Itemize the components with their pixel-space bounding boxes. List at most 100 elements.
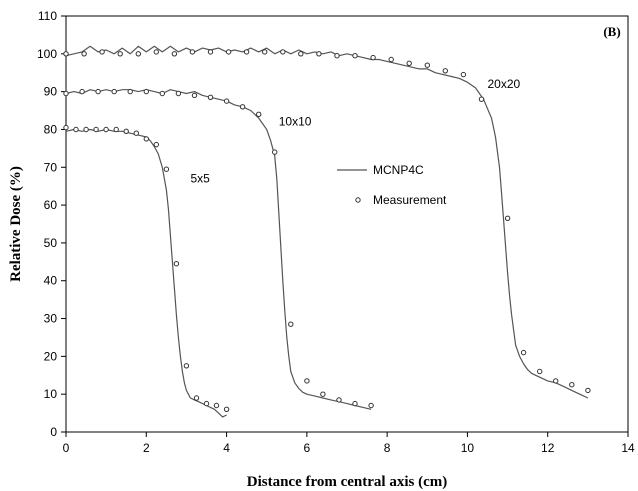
- y-tick-label: 50: [44, 236, 58, 250]
- measurement-point-20x20: [135, 51, 142, 57]
- measurement-point-20x20: [171, 51, 178, 57]
- measurement-point-5x5: [113, 126, 119, 133]
- measurement-point-10x10: [256, 111, 262, 118]
- measurement-point-10x10: [320, 391, 326, 397]
- measurement-point-5x5: [143, 136, 150, 142]
- measurement-point-10x10: [336, 397, 342, 403]
- x-tick-label: 14: [621, 441, 635, 455]
- annotation-label: 5x5: [190, 171, 210, 185]
- y-axis: 0 10 20 30 40 50 60 70 80 90 100 110: [37, 9, 66, 439]
- y-axis-title: Relative Dose (%): [8, 166, 24, 282]
- measurement-point-10x10: [95, 88, 101, 95]
- measurement-point-20x20: [406, 60, 412, 66]
- y-tick-label: 100: [37, 47, 57, 61]
- measurement-point-20x20: [478, 96, 485, 102]
- measurement-point-20x20: [370, 54, 376, 61]
- series-line-5x5: [65, 128, 227, 418]
- y-tick-label: 0: [50, 425, 57, 439]
- measurement-point-20x20: [388, 56, 394, 63]
- y-tick-label: 60: [44, 198, 58, 212]
- measurement-point-20x20: [81, 51, 87, 57]
- y-tick-label: 10: [44, 387, 58, 401]
- measurement-point-10x10: [223, 98, 230, 104]
- measurement-point-20x20: [99, 49, 105, 55]
- measurement-point-10x10: [352, 400, 358, 407]
- measurement-point-10x10: [127, 88, 133, 95]
- measurement-point-20x20: [460, 71, 467, 78]
- y-tick-label: 40: [44, 274, 58, 288]
- measurement-point-20x20: [504, 215, 511, 222]
- measurement-point-5x5: [183, 363, 190, 369]
- measurement-point-5x5: [73, 126, 79, 133]
- x-tick-label: 10: [461, 441, 475, 455]
- measurement-point-10x10: [191, 92, 198, 99]
- measurement-point-20x20: [442, 68, 448, 74]
- legend: MCNP4C Measurement: [337, 163, 447, 207]
- measurement-point-5x5: [193, 395, 200, 401]
- x-tick-label: 4: [223, 441, 230, 455]
- measurement-point-20x20: [153, 49, 160, 55]
- measurement-point-10x10: [288, 321, 294, 327]
- measurement-point-5x5: [83, 126, 89, 133]
- y-tick-label: 80: [44, 122, 58, 136]
- plot-frame: [65, 15, 629, 433]
- measurement-point-20x20: [298, 51, 304, 57]
- measurement-point-5x5: [173, 261, 180, 267]
- measurement-point-10x10: [272, 149, 278, 155]
- y-tick-label: 20: [44, 349, 58, 363]
- measurement-point-20x20: [316, 51, 322, 57]
- measurement-point-20x20: [117, 51, 123, 57]
- measurement-point-5x5: [63, 124, 69, 131]
- measurement-point-20x20: [424, 62, 430, 68]
- measurement-point-20x20: [537, 368, 543, 375]
- measurement-point-20x20: [585, 387, 591, 394]
- y-tick-label: 70: [44, 160, 58, 174]
- x-tick-label: 8: [384, 441, 391, 455]
- measurement-point-5x5: [203, 400, 210, 407]
- measurement-point-5x5: [93, 126, 99, 133]
- measurement-point-10x10: [368, 402, 374, 409]
- measurement-point-10x10: [63, 90, 69, 97]
- measurement-point-20x20: [262, 49, 268, 55]
- measurement-point-20x20: [207, 49, 214, 55]
- y-tick-label: 110: [38, 9, 57, 23]
- measurement-point-20x20: [63, 51, 69, 57]
- panel-label: (B): [603, 24, 620, 39]
- series-line-10x10: [65, 89, 372, 410]
- measurement-point-10x10: [111, 88, 117, 95]
- x-tick-label: 2: [143, 441, 150, 455]
- measurement-point-5x5: [153, 141, 160, 148]
- measurement-point-10x10: [304, 378, 310, 384]
- y-tick-label: 90: [44, 85, 58, 99]
- measurement-point-20x20: [189, 49, 196, 55]
- x-tick-label: 6: [304, 441, 311, 455]
- field-size-annotations: 5x5 10x10 20x20: [190, 77, 520, 186]
- x-axis: 0 2 4 6 8 10 12 14: [63, 432, 635, 455]
- measurement-point-5x5: [223, 406, 230, 412]
- x-tick-label: 0: [63, 441, 70, 455]
- legend-marker-swatch: [355, 197, 361, 203]
- series-line-20x20: [65, 45, 589, 399]
- measurement-point-5x5: [103, 126, 109, 133]
- measurement-point-10x10: [143, 88, 150, 95]
- legend-entry-measurement: Measurement: [373, 193, 447, 207]
- measurement-point-20x20: [243, 49, 250, 55]
- series-layer: [63, 45, 591, 418]
- measurement-point-20x20: [280, 49, 286, 55]
- x-axis-title: Distance from central axis (cm): [247, 474, 448, 490]
- measurement-point-10x10: [239, 104, 246, 110]
- measurement-point-5x5: [163, 166, 170, 172]
- measurement-point-5x5: [133, 130, 140, 136]
- measurement-point-5x5: [123, 128, 129, 135]
- measurement-point-10x10: [207, 94, 214, 101]
- measurement-point-20x20: [352, 53, 358, 59]
- measurement-point-20x20: [553, 378, 559, 384]
- measurement-point-20x20: [520, 349, 527, 356]
- measurement-point-5x5: [213, 402, 220, 409]
- measurement-point-20x20: [569, 382, 575, 388]
- y-tick-label: 30: [44, 312, 58, 326]
- annotation-label: 20x20: [488, 77, 521, 91]
- legend-entry-mcnp4c: MCNP4C: [373, 163, 424, 177]
- measurement-point-20x20: [334, 53, 340, 59]
- measurement-point-10x10: [79, 88, 85, 95]
